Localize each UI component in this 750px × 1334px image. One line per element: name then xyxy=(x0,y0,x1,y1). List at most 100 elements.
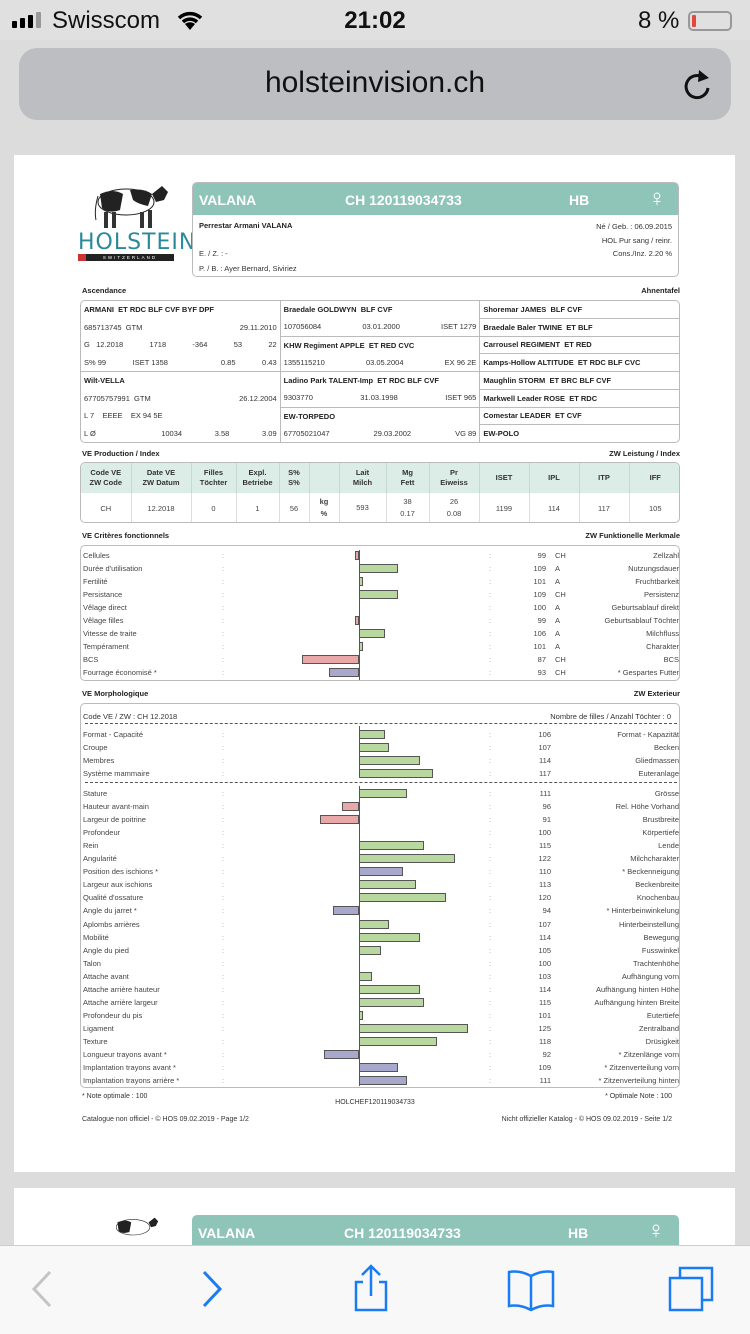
logo-text: HOLSTEIN xyxy=(78,230,197,255)
trait-bar xyxy=(359,945,381,955)
trait-label-fr: Rein xyxy=(83,841,99,851)
browser-toolbar xyxy=(0,1245,750,1334)
address-bar[interactable]: holsteinvision.ch xyxy=(19,48,731,120)
separator: : xyxy=(489,769,492,778)
pedigree-line: L Ø 10034 3.58 3.09 xyxy=(81,425,280,443)
pedigree-cell: Ladino Park TALENT-Imp ET RDC BLF CVF 930… xyxy=(280,372,480,408)
trait-label-de: Brustbreite xyxy=(642,815,679,825)
note-de: * Optimale Note : 100 xyxy=(605,1093,672,1100)
cell-value: 26 xyxy=(449,497,459,506)
trait-bar xyxy=(341,802,359,812)
trait-label-de: Hinterbeinstellung xyxy=(618,919,679,929)
pedigree-cell: Kamps-Hollow ALTITUDE ET RDC BLF CVC xyxy=(480,354,680,372)
female-icon: ♀ xyxy=(647,1217,665,1244)
separator: : xyxy=(222,1063,225,1073)
trait-row: Aplombs arrières:: 107 Hinterbeinstellung xyxy=(81,918,681,931)
pedigree-line: Carrousel REGIMENT ET RED xyxy=(480,337,679,354)
trait-label-fr: Position des ischions * xyxy=(83,867,159,877)
pedigree-line: Markwell Leader ROSE ET RDC xyxy=(480,390,679,407)
trait-label-fr: Tempérament xyxy=(83,642,129,651)
pedigree-line: KHW Regiment APPLE ET RED CVC xyxy=(281,337,480,354)
pedigree-value: Ladino Park TALENT-Imp ET RDC BLF CVF xyxy=(283,376,439,386)
separator: : xyxy=(222,893,225,903)
pedigree-value: ARMANI ET RDC BLF CVF BYF DPF xyxy=(84,305,214,315)
separator: : xyxy=(489,958,492,968)
bookmarks-icon[interactable] xyxy=(506,1264,556,1314)
table-cell: 593 xyxy=(338,493,386,522)
trait-bar xyxy=(359,730,386,739)
separator: : xyxy=(489,893,492,903)
animal-name: VALANA xyxy=(198,1225,256,1241)
pedigree-cell: Carrousel REGIMENT ET RED xyxy=(480,337,680,355)
trait-code: CH xyxy=(555,668,566,677)
separator: : xyxy=(489,1023,492,1033)
trait-label-fr: Attache arrière largeur xyxy=(83,997,158,1007)
separator: : xyxy=(222,577,225,586)
reload-icon[interactable] xyxy=(681,68,713,102)
trait-label-fr: Cellules xyxy=(83,551,110,560)
trait-bar xyxy=(354,616,359,625)
separator: : xyxy=(222,867,225,877)
catalog-code: HOLCHEF120119034733 xyxy=(335,1099,415,1106)
trait-label-fr: Membres xyxy=(83,756,115,765)
trait-row: Persistance:: 109 CH Persistenz xyxy=(81,588,681,601)
functional-title: VE Critères fonctionnels xyxy=(82,531,170,540)
trait-bar xyxy=(359,971,373,981)
column-header: Date VE ZW Datum xyxy=(130,463,191,493)
separator: : xyxy=(222,642,225,651)
pedigree-cell: Maughlin STORM ET BRC BLF CVF xyxy=(480,372,680,390)
separator: : xyxy=(489,730,492,739)
trait-row: BCS:: 87 CH BCS xyxy=(81,653,681,666)
separator: : xyxy=(489,971,492,981)
table-cell: kg% xyxy=(308,493,339,522)
trait-label-fr: Implantation trayons arrière * xyxy=(83,1076,180,1086)
separator: : xyxy=(489,743,492,752)
trait-label-fr: Angularité xyxy=(83,854,117,864)
trait-value: 114 xyxy=(539,756,551,765)
share-icon[interactable] xyxy=(346,1264,396,1314)
trait-bar xyxy=(359,629,386,638)
pedigree-value: EW-POLO xyxy=(483,429,520,439)
separator: : xyxy=(222,1050,225,1059)
pedigree-value: 107056084 xyxy=(283,322,322,332)
separator: : xyxy=(489,919,492,929)
separator: : xyxy=(489,984,492,994)
pedigree-value: 03.01.2000 xyxy=(362,322,400,332)
ascendance-title: Ascendance xyxy=(82,286,127,295)
trait-value: 114 xyxy=(539,932,551,942)
herdbook: HB xyxy=(569,192,590,208)
trait-label-fr: Qualité d'ossature xyxy=(83,893,144,903)
trait-bar xyxy=(328,668,359,677)
table-cell: 105 xyxy=(628,493,679,522)
trait-row: Stature:: 111 Grösse xyxy=(81,787,681,800)
trait-value: 103 xyxy=(538,971,551,981)
pedigree-value: 10034 xyxy=(161,428,183,438)
column-header: S% S% xyxy=(278,463,309,493)
table-cell: 117 xyxy=(578,493,629,522)
trait-bar xyxy=(359,1076,407,1086)
consanguinity: Cons./Inz. 2.20 % xyxy=(612,249,672,258)
pedigree-value: Comestar LEADER ET CVF xyxy=(483,411,582,421)
owner: P. / B. : Ayer Bernard, Siviriez xyxy=(199,264,297,273)
back-icon[interactable] xyxy=(18,1264,68,1314)
trait-label-de: Euteranlage xyxy=(638,769,679,778)
forward-icon[interactable] xyxy=(186,1264,236,1314)
trait-row: Durée d'utilisation:: 109 A Nutzungsdauer xyxy=(81,562,681,575)
trait-code: A xyxy=(555,629,561,638)
female-icon: ♀ xyxy=(648,185,666,212)
pedigree-line: Maughlin STORM ET BRC BLF CVF xyxy=(480,372,679,389)
tabs-icon[interactable] xyxy=(666,1264,716,1314)
breeder: E. / Z. : - xyxy=(199,249,228,258)
trait-label-de: Persistenz xyxy=(643,590,679,599)
full-name: Perrestar Armani VALANA xyxy=(199,221,293,230)
trait-row: Profondeur:: 100 Körpertiefe xyxy=(81,826,681,839)
separator: : xyxy=(222,590,225,599)
trait-label-de: Aufhängung hinten Breite xyxy=(594,997,679,1007)
trait-code: A xyxy=(555,564,561,573)
trait-label-fr: Fourrage économisé * xyxy=(83,668,157,677)
morphology-title-de: ZW Exterieur xyxy=(633,689,680,698)
trait-value: 105 xyxy=(538,945,551,955)
trait-row: Angle du jarret *:: 94 * Hinterbeinwinkelu… xyxy=(81,904,681,917)
table-cell: 0 xyxy=(190,493,236,522)
trait-value: 115 xyxy=(539,841,551,851)
